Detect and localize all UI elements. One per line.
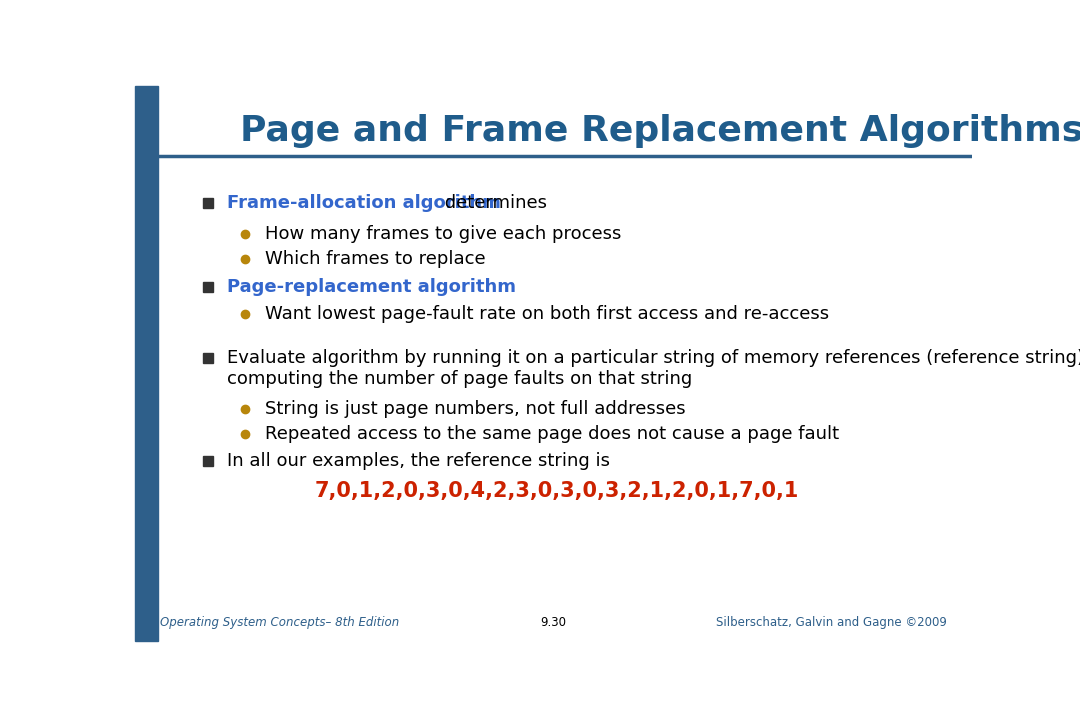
Text: Frame-allocation algorithm: Frame-allocation algorithm [227,194,501,212]
Text: Want lowest page-fault rate on both first access and re-access: Want lowest page-fault rate on both firs… [265,305,828,323]
Bar [203,456,213,466]
Text: Page-replacement algorithm: Page-replacement algorithm [227,278,516,296]
Text: Page and Frame Replacement Algorithms: Page and Frame Replacement Algorithms [240,114,1080,148]
Bar [135,86,159,641]
Bar [203,282,213,292]
Text: Silberschatz, Galvin and Gagne ©2009: Silberschatz, Galvin and Gagne ©2009 [716,616,947,629]
Bar [203,353,213,363]
Text: String is just page numbers, not full addresses: String is just page numbers, not full ad… [265,400,686,418]
Text: 7,0,1,2,0,3,0,4,2,3,0,3,0,3,2,1,2,0,1,7,0,1: 7,0,1,2,0,3,0,4,2,3,0,3,0,3,2,1,2,0,1,7,… [315,481,799,501]
Text: 9.30: 9.30 [540,616,567,629]
Text: How many frames to give each process: How many frames to give each process [265,225,621,243]
Text: In all our examples, the reference string is: In all our examples, the reference strin… [227,451,610,469]
Text: Evaluate algorithm by running it on a particular string of memory references (re: Evaluate algorithm by running it on a pa… [227,349,1080,367]
Text: Operating System Concepts– 8th Edition: Operating System Concepts– 8th Edition [160,616,400,629]
Bar [203,198,213,208]
Text: Which frames to replace: Which frames to replace [265,251,485,269]
Text: computing the number of page faults on that string: computing the number of page faults on t… [227,370,692,388]
Text: Repeated access to the same page does not cause a page fault: Repeated access to the same page does no… [265,425,839,443]
Text: determines: determines [440,194,548,212]
